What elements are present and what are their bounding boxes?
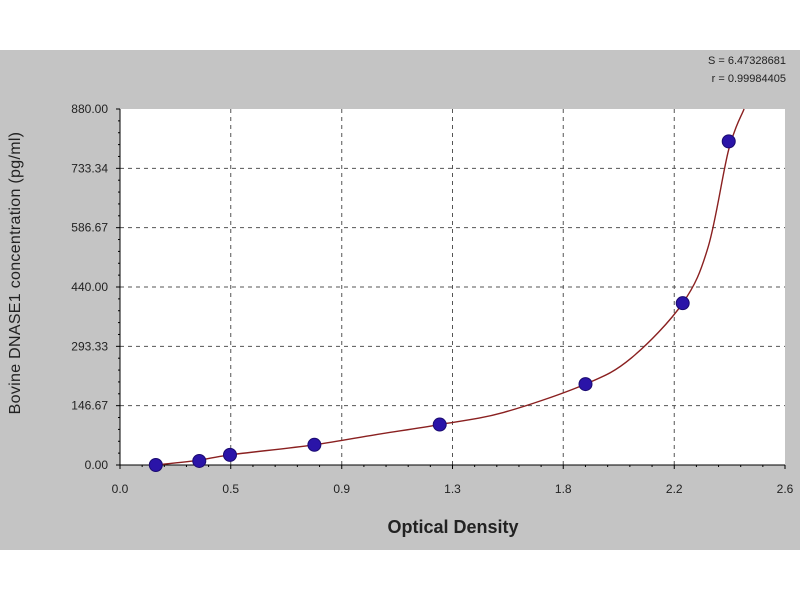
y-axis-label-text: Bovine DNASE1 concentration (pg/ml) <box>7 131 24 415</box>
x-tick-label: 2.6 <box>777 482 794 496</box>
y-tick-labels: 0.00 146.67 293.33 440.00 586.67 733.34 880.00 <box>71 102 108 472</box>
x-tick-labels: 0.0 0.5 0.9 1.3 1.8 2.2 2.6 <box>112 482 794 496</box>
x-tick-label: 1.8 <box>555 482 572 496</box>
data-point <box>192 453 207 468</box>
y-tick-label: 293.33 <box>71 339 108 353</box>
data-points <box>148 134 736 472</box>
x-tick-label: 2.2 <box>666 482 683 496</box>
data-point <box>721 134 736 149</box>
y-tick-label: 440.00 <box>71 280 108 294</box>
stat-line-1: S = 6.47328681 <box>708 55 786 67</box>
x-axis-label: Optical Density <box>387 517 519 537</box>
y-tick-label: 586.67 <box>71 221 108 235</box>
y-tick-label: 880.00 <box>71 102 108 116</box>
stat-line-2: r = 0.99984405 <box>711 73 786 85</box>
x-tick-label: 0.9 <box>333 482 350 496</box>
y-tick-label: 146.67 <box>71 399 108 413</box>
y-tick-label: 733.34 <box>71 161 108 175</box>
x-tick-label: 0.5 <box>222 482 239 496</box>
x-tick-label: 1.3 <box>444 482 461 496</box>
axes <box>116 108 786 469</box>
data-point <box>675 296 690 311</box>
data-point <box>432 417 447 432</box>
data-point <box>222 447 237 462</box>
grid <box>120 109 785 465</box>
data-point <box>307 437 322 452</box>
y-tick-label: 0.00 <box>85 458 109 472</box>
x-tick-label: 0.0 <box>112 482 129 496</box>
data-point <box>148 458 163 472</box>
data-point <box>578 377 593 392</box>
